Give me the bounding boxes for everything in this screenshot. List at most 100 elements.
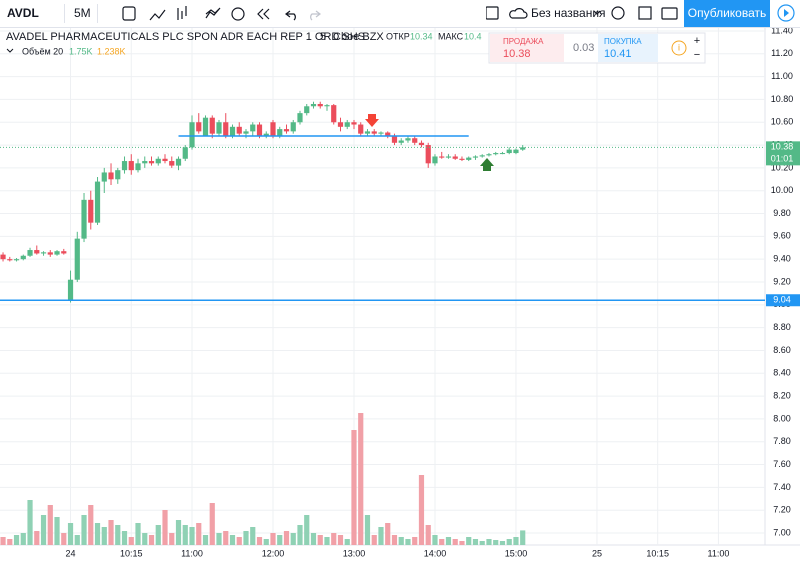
compare-icon[interactable] — [122, 6, 136, 21]
candle-body — [344, 122, 350, 127]
indicator-icon[interactable] — [149, 9, 166, 21]
drawings — [0, 114, 765, 301]
volume-bar — [128, 537, 134, 545]
volume-value: 1.75K — [69, 46, 93, 56]
open-label: ОТКР — [386, 31, 410, 41]
x-tick-label: 10:15 — [120, 548, 143, 558]
bars-icon[interactable] — [177, 6, 187, 20]
candle-body — [223, 122, 229, 136]
info-icon[interactable] — [671, 40, 687, 56]
volume-bar — [88, 505, 94, 545]
candle-body — [169, 161, 175, 166]
volume-bar — [466, 537, 472, 545]
volume-bar — [445, 537, 452, 545]
volume-bar — [40, 515, 47, 545]
volume-bar — [378, 527, 384, 545]
dropdown-icon[interactable] — [593, 10, 601, 15]
volume-bar — [358, 413, 364, 545]
candle-body — [277, 129, 283, 136]
templates-icon[interactable] — [205, 7, 221, 19]
candle-body — [520, 147, 526, 150]
candle-body — [297, 113, 303, 123]
cloud-icon[interactable] — [509, 8, 528, 19]
volume-bar — [317, 535, 323, 545]
candle-body — [418, 142, 425, 146]
volume-bar — [115, 525, 121, 545]
y-tick-label: 10.80 — [771, 94, 794, 104]
layout-name[interactable]: Без названия — [531, 6, 606, 20]
volume-bar — [250, 527, 256, 545]
volume-bar — [371, 535, 377, 545]
price-tag-label: 9.04 — [773, 295, 791, 305]
x-tick-label: 14:00 — [424, 548, 447, 558]
candle-body — [162, 158, 168, 162]
interval[interactable]: 5M — [74, 6, 91, 20]
spread: 0.03 — [573, 42, 594, 54]
fullscreen-icon[interactable] — [638, 6, 652, 20]
separator — [97, 4, 98, 23]
snapshot-icon[interactable] — [661, 7, 678, 20]
candle-body — [310, 103, 317, 107]
sell-label: ПРОДАЖА — [503, 37, 544, 46]
candle-body — [250, 124, 256, 132]
volume-bar — [61, 533, 67, 545]
checkbox[interactable] — [486, 6, 499, 20]
buy-bg[interactable] — [598, 34, 658, 62]
candle-body — [270, 122, 276, 136]
y-tick-label: 9.80 — [773, 208, 791, 218]
volume-bar — [216, 533, 222, 545]
symbol[interactable]: AVDL — [7, 6, 39, 20]
candle-body — [304, 106, 310, 114]
settings-icon[interactable] — [611, 6, 625, 20]
y-tick-label: 8.20 — [773, 390, 791, 400]
volume-bar — [135, 523, 141, 545]
candle-body — [358, 124, 364, 134]
candle-body — [74, 238, 80, 280]
candle-body — [216, 122, 222, 134]
legend-interval: 5 — [320, 31, 326, 43]
candle-body — [452, 156, 458, 159]
volume-bar — [67, 523, 74, 545]
volume-bar — [364, 515, 371, 545]
candle-body — [317, 103, 323, 107]
volume-bar — [506, 539, 512, 545]
undo-icon[interactable] — [285, 10, 296, 21]
buy-label: ПОКУПКА — [604, 37, 642, 46]
candle-body — [290, 122, 296, 132]
volume-bar — [175, 520, 182, 545]
x-tick-label: 10:15 — [646, 548, 669, 558]
candle-body — [459, 158, 465, 160]
volume-bar — [304, 515, 310, 545]
redo-icon[interactable] — [310, 10, 321, 21]
quote-panel: ПРОДАЖА 10.38 0.03 ПОКУПКА 10.41 i + − — [488, 32, 706, 64]
minus-button[interactable]: − — [694, 49, 700, 61]
sidebar-toggle[interactable] — [776, 3, 796, 23]
volume-bar — [74, 535, 80, 545]
volume-bar — [108, 520, 114, 545]
volume-bar — [169, 533, 175, 545]
volume-bar — [101, 527, 107, 545]
volume-bar — [277, 535, 283, 545]
volume-bar — [209, 503, 215, 545]
candle-body — [34, 250, 40, 254]
x-tick-label: 24 — [66, 548, 76, 558]
volume-bar — [331, 533, 337, 545]
volume-bar — [290, 533, 296, 545]
publish-button[interactable]: Опубликовать — [684, 0, 770, 27]
y-tick-label: 8.80 — [773, 322, 791, 332]
symbol-title: AVADEL PHARMACEUTICALS PLC SPON ADR EACH… — [6, 31, 365, 43]
sell-bg[interactable] — [490, 34, 564, 62]
candle-body — [142, 161, 148, 164]
candle-body — [67, 279, 74, 301]
y-tick-label: 8.60 — [773, 345, 791, 355]
candle-body — [371, 131, 377, 134]
collapse-icon[interactable] — [6, 48, 14, 53]
y-tick-label: 10.60 — [771, 117, 794, 127]
replay-icon[interactable] — [257, 8, 270, 20]
alert-icon[interactable] — [231, 7, 245, 21]
volume-bar — [337, 535, 344, 545]
volume-bar — [439, 539, 445, 545]
volume-bar — [189, 527, 195, 545]
legend-exchange: Cboe BZX — [333, 31, 384, 43]
plus-button[interactable]: + — [694, 35, 700, 47]
